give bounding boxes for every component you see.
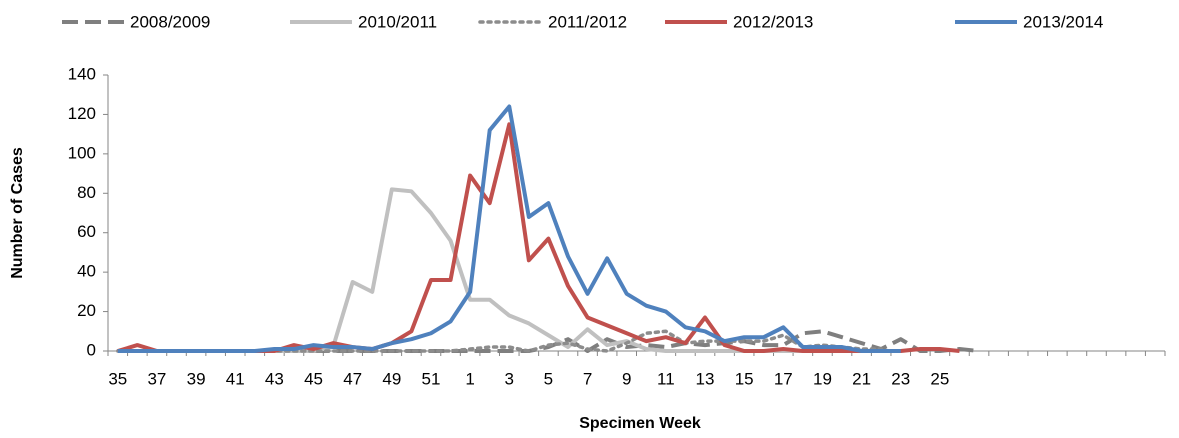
x-tick-label: 13 [696,369,715,388]
x-tick-label: 9 [622,369,631,388]
x-tick-label: 49 [382,369,401,388]
x-tick-label: 39 [187,369,206,388]
x-tick-label: 23 [891,369,910,388]
x-axis-title: Specimen Week [579,415,701,432]
x-tick-label: 15 [735,369,754,388]
y-axis-title: Number of Cases [9,147,26,279]
x-tick-label: 35 [108,369,127,388]
x-tick-label: 43 [265,369,284,388]
x-tick-label: 25 [930,369,949,388]
x-tick-label: 45 [304,369,323,388]
y-tick-label: 120 [68,104,96,123]
legend-label: 2008/2009 [130,12,210,31]
x-tick-label: 7 [583,369,592,388]
y-tick-label: 20 [77,301,96,320]
series-line [117,104,901,353]
x-tick-label: 37 [147,369,166,388]
x-tick-label: 47 [343,369,362,388]
series-line [117,122,960,353]
x-tick-label: 51 [422,369,441,388]
y-tick-label: 140 [68,64,96,83]
y-tick-label: 0 [87,340,96,359]
y-tick-label: 100 [68,143,96,162]
x-tick-label: 21 [852,369,871,388]
x-tick-label: 17 [774,369,793,388]
y-tick-label: 40 [77,262,96,281]
legend-label: 2010/2011 [358,12,437,31]
legend-label: 2011/2012 [548,12,627,31]
y-tick-label: 60 [77,222,96,241]
x-tick-label: 19 [813,369,832,388]
y-tick-label: 80 [77,183,96,202]
x-tick-label: 1 [465,369,474,388]
x-tick-label: 5 [544,369,553,388]
legend-label: 2013/2014 [1023,12,1103,31]
x-tick-label: 41 [226,369,245,388]
legend-label: 2012/2013 [733,12,813,31]
x-tick-label: 11 [657,369,675,388]
x-tick-label: 3 [505,369,514,388]
